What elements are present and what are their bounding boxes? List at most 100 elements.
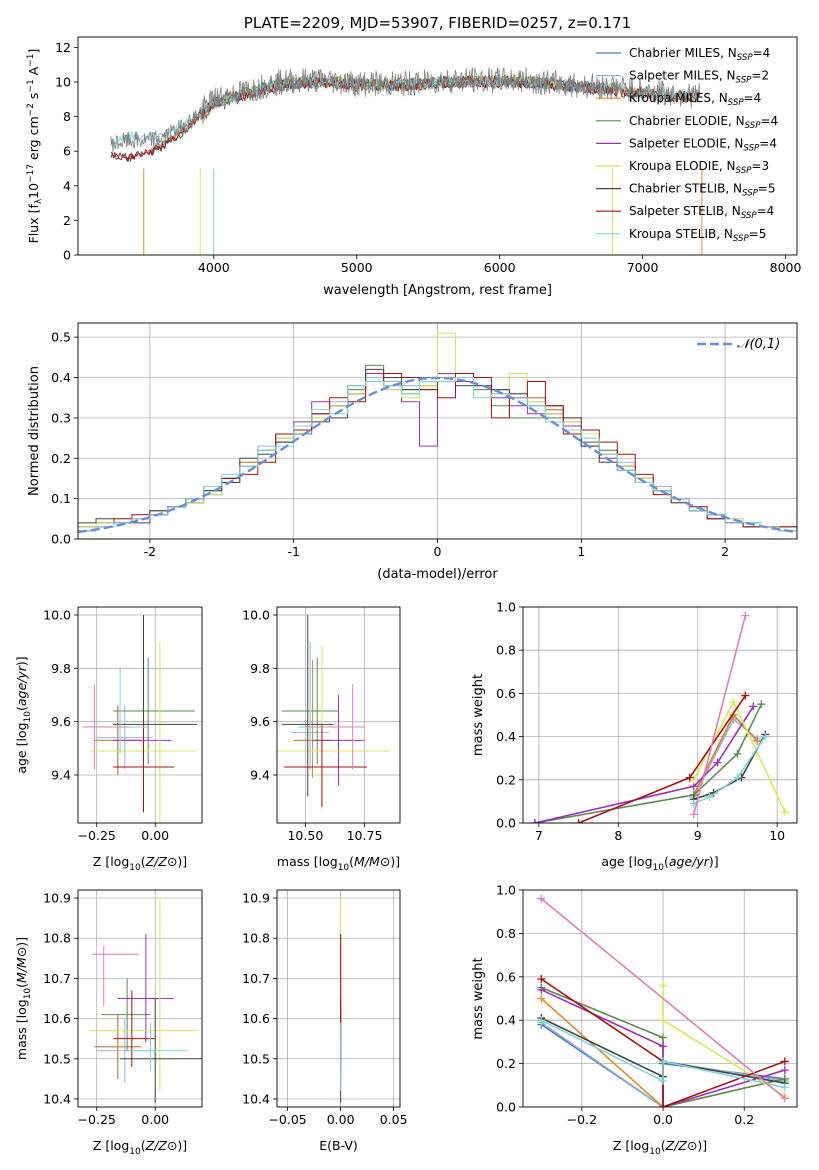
weight-marker: [757, 700, 766, 709]
x-tick-label: 1: [577, 544, 585, 559]
y-axis-label: mass weight: [471, 957, 486, 1039]
y-tick-label: 8: [63, 109, 71, 124]
y-tick-label: 0.8: [496, 643, 516, 658]
weight-marker: [741, 691, 750, 700]
x-tick-label: -2: [144, 544, 156, 559]
weight-marker: [659, 1033, 668, 1042]
y-tick-label: 0.2: [51, 451, 71, 466]
weight_vs_z-panel: −0.2 0.0 0.2 0.0 0.2 0.4 0.6 0.8 1.0 Z [log10(Z/Z…: [471, 883, 798, 1157]
weight-lines: [537, 894, 789, 1107]
x-tick-label: 6000: [484, 260, 516, 275]
y-tick-label: 9.6: [250, 714, 270, 729]
y-tick-label: 1.0: [496, 883, 516, 898]
weight-marker: [685, 773, 694, 782]
y-tick-label: 0.3: [51, 410, 71, 425]
spectrum-lines: [110, 66, 703, 255]
weight-series-line: [693, 736, 766, 805]
x-tick-label: 0.05: [380, 1112, 408, 1127]
weight-series-line: [693, 700, 786, 813]
weight-marker: [537, 985, 546, 994]
weight-marker: [530, 819, 539, 823]
y-tick-label: 10.7: [43, 971, 71, 986]
y-tick-label: 10.5: [43, 1051, 71, 1066]
y-tick-label: 9.4: [51, 768, 71, 783]
y-axis-label: mass [log10(M/M⊙)]: [14, 937, 33, 1060]
legend-entry: Salpeter STELIB, NSSP=4: [629, 204, 774, 221]
y-tick-label: 10.9: [43, 891, 71, 906]
y-tick-label: 1.0: [496, 600, 516, 615]
weight-marker: [659, 1057, 668, 1066]
errorbars: [82, 615, 198, 823]
legend-entry: Kroupa ELODIE, NSSP=3: [629, 159, 769, 176]
weight-series-line: [693, 615, 747, 815]
weight-marker: [780, 1066, 789, 1075]
y-tick-label: 12: [55, 40, 71, 55]
y-axis-label: mass weight: [471, 674, 486, 756]
weight-marker: [781, 808, 790, 817]
legend-entry: Kroupa MILES, NSSP=4: [629, 91, 761, 108]
y-tick-label: 10.4: [43, 1091, 71, 1106]
x-axis-label: age [log10(age/yr)]: [601, 854, 718, 873]
weight-marker: [537, 974, 546, 983]
weight-marker: [659, 1042, 668, 1051]
weight-marker: [741, 611, 750, 620]
x-axis-label: Z [log10(Z/Z⊙)]: [93, 1138, 187, 1157]
chart-title: PLATE=2209, MJD=53907, FIBERID=0257, z=0…: [244, 14, 631, 32]
spectrum-panel: 4000 5000 6000 7000 8000 0 2 4 6 8 10 12 PLATE=2209,…: [26, 14, 802, 298]
y-tick-label: 0.0: [51, 532, 71, 547]
weight-marker: [537, 894, 546, 903]
y-tick-label: 0.8: [496, 926, 516, 941]
x-tick-label: -1: [287, 544, 299, 559]
y-tick-label: 10.7: [242, 971, 270, 986]
plot-frame: [522, 889, 798, 1108]
weight-marker: [761, 732, 770, 741]
legend-entry: 𝒩(0,1): [737, 337, 780, 352]
weight-marker: [749, 702, 758, 711]
y-tick-label: 10.8: [242, 931, 270, 946]
y-axis-label: Normed distribution: [27, 366, 42, 496]
spectrum-series-line: [110, 66, 701, 154]
x-tick-label: 9: [694, 828, 702, 843]
age_vs_mass-panel: 10.50 10.75 9.4 9.6 9.8 10.0 mass [log10(M/M⊙)…: [242, 606, 401, 873]
weight-marker: [780, 1083, 789, 1092]
y-tick-label: 9.6: [51, 714, 71, 729]
legend-entry: Chabrier STELIB, NSSP=5: [629, 182, 776, 199]
histogram-series: [78, 377, 797, 539]
x-tick-label: −0.25: [78, 1112, 116, 1127]
plot-frame: [77, 889, 203, 1108]
x-axis-label: Z [log10(Z/Z⊙)]: [613, 1138, 707, 1157]
x-tick-label: 0.0: [653, 1112, 673, 1127]
plot-frame: [276, 606, 401, 824]
x-tick-label: 0: [434, 544, 442, 559]
weight-marker: [659, 1103, 668, 1107]
x-tick-label: 10: [769, 828, 785, 843]
y-tick-label: 9.8: [250, 661, 270, 676]
x-tick-label: −0.25: [78, 828, 116, 843]
y-axis-label: age [log10(age/yr)]: [14, 656, 33, 773]
y-tick-label: 10.9: [242, 891, 270, 906]
y-tick-label: 9.8: [51, 661, 71, 676]
x-tick-label: 5000: [341, 260, 373, 275]
weight-marker: [537, 1016, 546, 1025]
x-tick-label: 7: [535, 828, 543, 843]
weight-marker: [729, 698, 738, 707]
mass_vs_z-panel: −0.25 0.00 10.4 10.5 10.6 10.7 10.8 10.9 Z [log1…: [14, 889, 203, 1157]
residuals-panel: -2 -1 0 1 2 0.0 0.1 0.2 0.3 0.4 0.5 (data-model)/er…: [27, 322, 798, 582]
weight-series-line: [534, 705, 754, 823]
x-tick-label: 0.2: [734, 1112, 754, 1127]
weight-marker: [705, 793, 714, 802]
x-tick-label: −0.05: [268, 1112, 306, 1127]
x-axis-label: mass [log10(M/M⊙)]: [277, 854, 400, 873]
y-tick-label: 10.0: [43, 608, 71, 623]
weight_vs_age-panel: 7 8 9 10 0.0 0.2 0.4 0.6 0.8 1.0 age [log10(age/yr…: [471, 600, 798, 873]
x-tick-label: 8: [614, 828, 622, 843]
y-axis-label: Flux [fλ10−17 erg cm−2 s−1 A−1]: [26, 49, 44, 244]
y-tick-label: 0.5: [51, 330, 71, 345]
weight-marker: [780, 1057, 789, 1066]
x-tick-label: 7000: [627, 260, 659, 275]
weight-marker: [713, 758, 722, 767]
y-tick-label: 0: [63, 248, 71, 263]
y-tick-label: 0.4: [51, 370, 71, 385]
x-tick-label: −0.2: [567, 1112, 597, 1127]
